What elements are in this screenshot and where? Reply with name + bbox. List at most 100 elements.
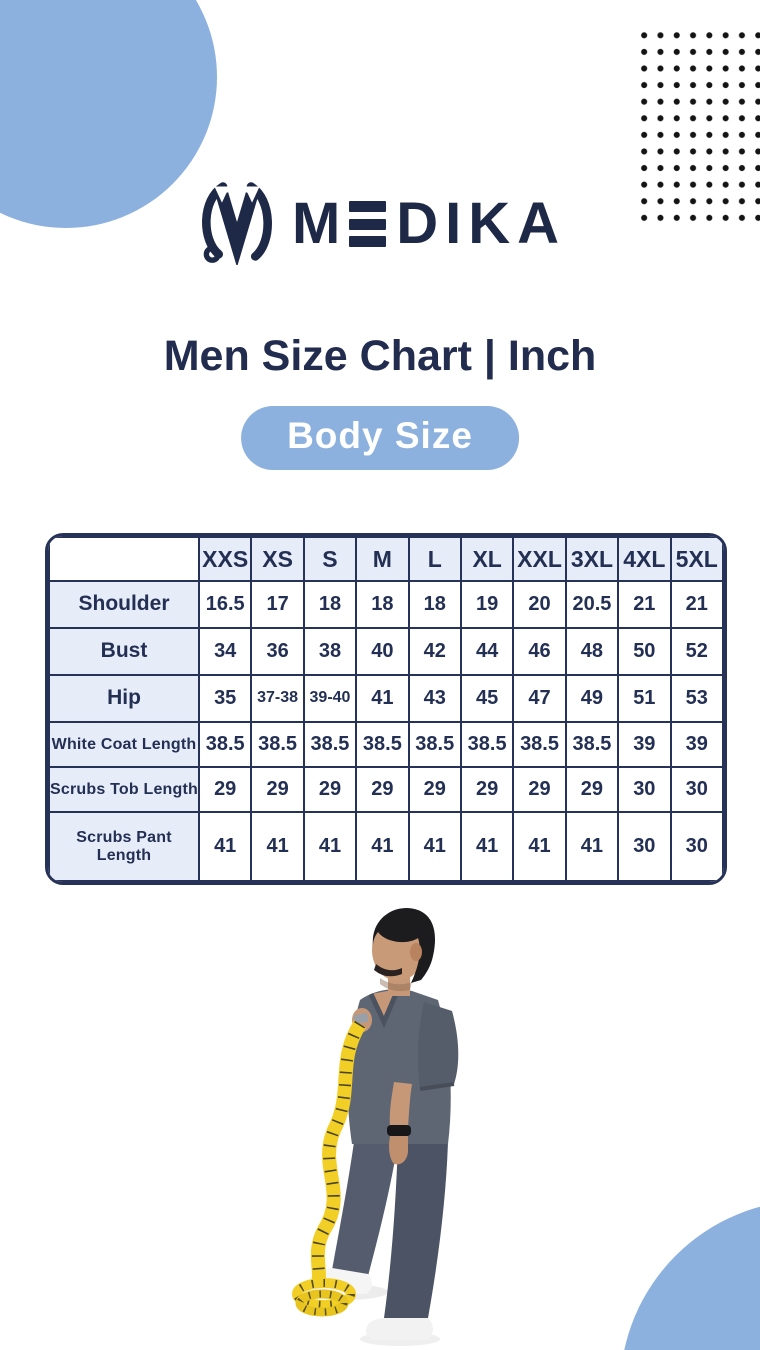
size-cell: 46 — [512, 626, 567, 676]
size-cell: 50 — [617, 626, 672, 676]
measuring-tape — [310, 1020, 367, 1288]
column-header: XXS — [197, 536, 253, 582]
size-cell: 49 — [564, 673, 620, 723]
tape-metal-tip — [353, 1013, 369, 1024]
size-cell: 37-38 — [250, 673, 305, 723]
size-cell: 38.5 — [302, 720, 358, 769]
size-cell: 29 — [564, 766, 620, 814]
stethoscope-logo-icon — [194, 179, 280, 270]
size-cell: 38 — [302, 626, 358, 676]
size-cell: 43 — [407, 673, 462, 723]
brand-wordmark: M DIKA — [292, 195, 566, 253]
man-in-scrubs-illustration — [292, 907, 459, 1346]
table-row: White Coat Length 38.5 38.5 38.5 38.5 38… — [48, 720, 724, 769]
decor-circle-bottom-right — [620, 1200, 760, 1350]
tape-coil-inner-markings — [296, 1290, 348, 1316]
column-header: S — [302, 536, 358, 582]
page-title: Men Size Chart | Inch — [163, 332, 597, 380]
size-cell: 36 — [250, 626, 305, 676]
size-cell: 44 — [459, 626, 515, 676]
wordmark-letter-m: M — [291, 191, 348, 256]
tape-coil-markings — [293, 1279, 355, 1309]
row-label: Hip — [48, 673, 200, 723]
size-cell: 41 — [355, 673, 410, 723]
scrub-pants-front-leg — [332, 1142, 398, 1276]
size-cell: 29 — [355, 766, 410, 814]
size-cell: 29 — [250, 766, 305, 814]
table-row: Hip 35 37-38 39-40 41 43 45 47 49 51 53 — [48, 673, 724, 723]
size-cell: 39-40 — [302, 673, 358, 723]
row-label: Shoulder — [48, 580, 200, 629]
size-cell: 20 — [512, 580, 567, 629]
wordmark-letters-dika: DIKA — [396, 191, 567, 256]
decor-dot-grid — [636, 27, 760, 227]
size-cell: 41 — [564, 811, 620, 882]
size-cell: 21 — [617, 580, 672, 629]
table-row: Scrubs Pant Length 41 41 41 41 41 41 41 … — [48, 811, 724, 882]
column-header: 5XL — [669, 536, 724, 582]
size-cell: 30 — [617, 766, 672, 814]
size-cell: 17 — [250, 580, 305, 629]
forearm — [389, 1082, 412, 1128]
size-cell: 21 — [669, 580, 724, 629]
size-cell: 20.5 — [564, 580, 620, 629]
size-cell: 52 — [669, 626, 724, 676]
row-label: Bust — [48, 626, 200, 676]
size-cell: 38.5 — [512, 720, 567, 769]
size-cell: 30 — [617, 811, 672, 882]
beard-shadow — [380, 978, 412, 992]
size-cell: 30 — [669, 766, 724, 814]
wrist-watch — [387, 1125, 411, 1136]
v-neck-collar — [368, 988, 401, 1029]
mustache — [374, 964, 402, 977]
body-size-badge: Body Size — [241, 406, 519, 470]
corner-cell — [48, 536, 200, 582]
size-cell: 19 — [459, 580, 515, 629]
column-header: 4XL — [617, 536, 672, 582]
size-cell: 29 — [459, 766, 515, 814]
hair — [372, 907, 436, 983]
column-header: M — [355, 536, 410, 582]
size-chart-table: XXS XS S M L XL XXL 3XL 4XL 5XL Shoulder… — [45, 533, 727, 885]
column-header: L — [407, 536, 462, 582]
size-cell: 38.5 — [355, 720, 410, 769]
table-row: Bust 34 36 38 40 42 44 46 48 50 52 — [48, 626, 724, 676]
size-cell: 38.5 — [250, 720, 305, 769]
row-label: White Coat Length — [48, 720, 200, 769]
size-cell: 41 — [197, 811, 253, 882]
v-neck-skin — [371, 989, 398, 1022]
size-cell: 41 — [407, 811, 462, 882]
column-header: 3XL — [564, 536, 620, 582]
size-cell: 53 — [669, 673, 724, 723]
size-cell: 29 — [407, 766, 462, 814]
table-header-row: XXS XS S M L XL XXL 3XL 4XL 5XL — [48, 536, 724, 582]
back-shoe — [365, 1318, 434, 1340]
size-cell: 41 — [302, 811, 358, 882]
size-cell: 42 — [407, 626, 462, 676]
row-label: Scrubs Pant Length — [48, 811, 200, 882]
table-row: Scrubs Tob Length 29 29 29 29 29 29 29 2… — [48, 766, 724, 814]
scrub-pants-back-leg — [384, 1142, 448, 1318]
table-row: Shoulder 16.5 17 18 18 18 19 20 20.5 21 … — [48, 580, 724, 629]
size-cell: 34 — [197, 626, 253, 676]
size-cell: 38.5 — [197, 720, 253, 769]
size-cell: 39 — [669, 720, 724, 769]
size-cell: 41 — [459, 811, 515, 882]
column-header: XS — [250, 536, 305, 582]
size-cell: 35 — [197, 673, 253, 723]
brand-logo: M DIKA — [0, 178, 760, 270]
size-cell: 47 — [512, 673, 567, 723]
size-cell: 45 — [459, 673, 515, 723]
size-cell: 40 — [355, 626, 410, 676]
size-cell: 39 — [617, 720, 672, 769]
wordmark-letter-e-icon — [349, 201, 387, 247]
ear — [410, 943, 422, 961]
size-cell: 30 — [669, 811, 724, 882]
size-cell: 38.5 — [407, 720, 462, 769]
size-cell: 41 — [355, 811, 410, 882]
size-cell: 18 — [355, 580, 410, 629]
size-cell: 48 — [564, 626, 620, 676]
sleeve-hem — [419, 1082, 455, 1091]
hand — [389, 1136, 408, 1165]
